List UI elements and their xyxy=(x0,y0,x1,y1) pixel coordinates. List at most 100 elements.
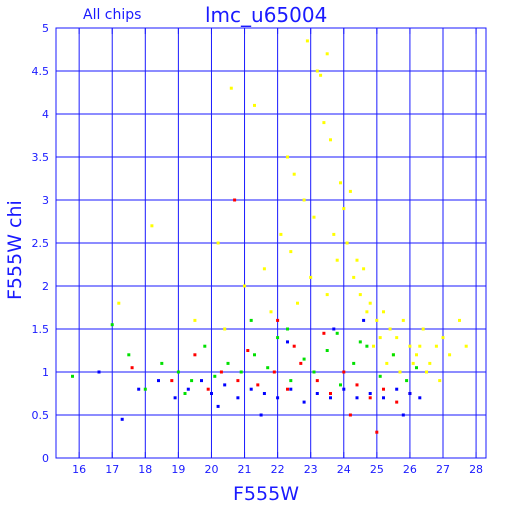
data-point-00e000 xyxy=(391,353,395,357)
x-tick-label: 26 xyxy=(403,463,417,476)
x-tick-label: 17 xyxy=(105,463,119,476)
data-point-0000ff xyxy=(368,392,372,395)
data-point-ffff00 xyxy=(345,241,349,245)
data-point-ffff00 xyxy=(329,138,332,142)
data-point-ffff00 xyxy=(309,275,313,279)
data-point-ffff00 xyxy=(286,155,289,159)
data-point-0000ff xyxy=(137,387,141,391)
data-point-0000ff xyxy=(223,383,227,387)
data-point-00e000 xyxy=(302,357,306,361)
data-point-ffff00 xyxy=(315,69,319,73)
data-point-00e000 xyxy=(71,374,74,378)
data-point-ffff00 xyxy=(375,318,379,322)
x-tick-label: 21 xyxy=(238,463,252,476)
data-point-ffff00 xyxy=(296,301,299,305)
data-point-ff0000 xyxy=(256,383,260,387)
data-point-ffff00 xyxy=(342,207,346,211)
data-point-ffff00 xyxy=(355,258,359,262)
data-point-ffff00 xyxy=(458,318,461,322)
data-point-ffff00 xyxy=(398,370,402,374)
data-point-0000ff xyxy=(342,387,346,391)
y-tick-label: 5 xyxy=(42,22,49,35)
data-point-0000ff xyxy=(200,379,203,383)
data-point-ffff00 xyxy=(302,198,306,202)
data-point-ffff00 xyxy=(339,181,342,185)
data-point-ffff00 xyxy=(319,73,323,77)
data-point-00e000 xyxy=(352,361,356,365)
data-point-ffff00 xyxy=(464,344,468,348)
data-point-ff0000 xyxy=(272,370,276,374)
data-point-0000ff xyxy=(401,413,405,417)
data-point-ff0000 xyxy=(368,396,372,400)
data-point-ffff00 xyxy=(362,267,366,271)
data-point-00e000 xyxy=(190,379,194,383)
data-point-ff0000 xyxy=(276,318,280,322)
data-point-ffff00 xyxy=(229,86,233,90)
data-point-00e000 xyxy=(266,366,270,370)
data-point-ffff00 xyxy=(117,301,121,305)
data-point-ffff00 xyxy=(425,370,428,374)
y-tick-label: 2.5 xyxy=(32,237,50,250)
data-point-00e000 xyxy=(239,370,243,374)
data-point-ff0000 xyxy=(322,331,326,335)
data-point-ffff00 xyxy=(216,241,220,245)
data-point-00e000 xyxy=(176,370,180,374)
data-point-ffff00 xyxy=(269,310,273,314)
data-point-ff0000 xyxy=(348,413,352,417)
data-point-0000ff xyxy=(236,396,240,400)
data-point-0000ff xyxy=(418,396,422,400)
data-point-ffff00 xyxy=(292,172,296,176)
data-point-ffff00 xyxy=(372,344,375,348)
data-point-ffff00 xyxy=(408,344,412,348)
data-point-00e000 xyxy=(183,392,187,395)
y-axis-label: F555W chi xyxy=(4,200,26,300)
data-point-ff0000 xyxy=(130,366,134,370)
x-tick-label: 28 xyxy=(469,463,483,476)
data-point-ffff00 xyxy=(289,250,293,254)
data-point-0000ff xyxy=(332,327,336,331)
data-point-ffff00 xyxy=(322,121,326,125)
data-point-ffff00 xyxy=(352,275,356,279)
data-point-ff0000 xyxy=(236,379,240,383)
data-point-00e000 xyxy=(276,336,280,340)
data-point-ffff00 xyxy=(441,336,445,340)
x-axis-ticks: 16 17 18 19 20 21 22 23 24 25 26 27 28 xyxy=(72,28,483,476)
data-point-ffff00 xyxy=(358,293,362,297)
data-point-0000ff xyxy=(120,417,124,421)
data-point-00e000 xyxy=(286,327,289,331)
y-tick-label: 1.5 xyxy=(32,323,50,336)
data-point-ffff00 xyxy=(223,327,227,331)
chart-title: lmc_u65004 xyxy=(205,3,327,27)
data-point-ff0000 xyxy=(375,430,379,434)
data-point-00e000 xyxy=(335,331,339,335)
data-point-0000ff xyxy=(315,392,319,395)
data-point-00e000 xyxy=(312,370,316,374)
data-point-0000ff xyxy=(210,392,213,395)
data-point-0000ff xyxy=(186,387,190,391)
data-point-ffff00 xyxy=(411,361,415,365)
x-tick-label: 23 xyxy=(304,463,318,476)
data-point-ff0000 xyxy=(395,400,399,404)
data-point-00e000 xyxy=(365,344,369,348)
data-point-ffff00 xyxy=(325,293,329,297)
y-tick-label: 1 xyxy=(42,366,49,379)
data-point-ffff00 xyxy=(434,344,438,348)
data-point-0000ff xyxy=(362,318,366,322)
data-point-ff0000 xyxy=(299,361,303,365)
data-point-00e000 xyxy=(253,353,256,357)
data-point-00e000 xyxy=(249,318,253,322)
data-point-00e000 xyxy=(415,366,418,370)
y-tick-label: 2 xyxy=(42,280,49,293)
data-point-ffff00 xyxy=(193,318,197,322)
y-tick-label: 4.5 xyxy=(32,65,50,78)
data-point-ffff00 xyxy=(332,232,336,236)
data-point-0000ff xyxy=(97,370,101,374)
data-point-ff0000 xyxy=(315,379,319,383)
data-point-00e000 xyxy=(226,361,230,365)
data-point-ffff00 xyxy=(395,336,399,340)
data-point-ff0000 xyxy=(193,353,197,357)
data-point-ffff00 xyxy=(385,361,389,365)
y-tick-label: 3.5 xyxy=(32,151,50,164)
data-point-00e000 xyxy=(358,340,362,344)
data-point-00e000 xyxy=(289,379,293,383)
